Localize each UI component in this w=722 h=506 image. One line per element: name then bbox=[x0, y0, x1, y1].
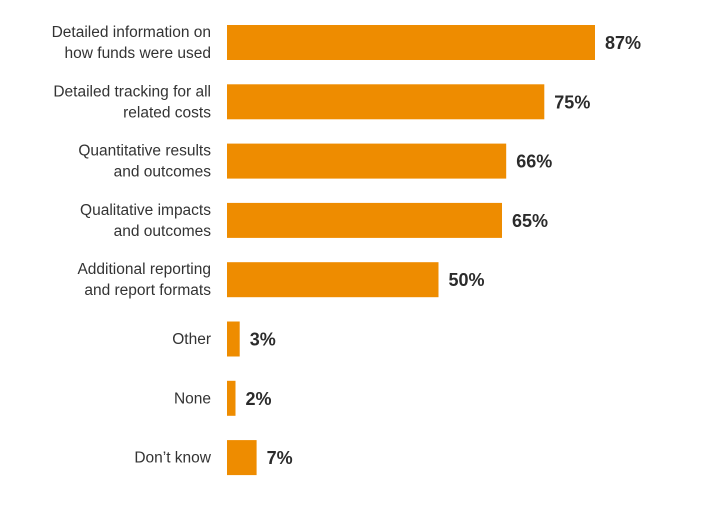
value-label-5: 3% bbox=[250, 330, 276, 350]
bar-6 bbox=[227, 380, 236, 416]
category-label-5: Other bbox=[172, 331, 211, 348]
category-label-line: related costs bbox=[123, 104, 211, 121]
value-label-0: 87% bbox=[605, 33, 641, 53]
category-label-line: Quantitative results bbox=[78, 143, 211, 160]
value-label-2: 66% bbox=[516, 152, 552, 172]
category-label-3: Qualitative impacts and outcomes bbox=[80, 202, 211, 240]
bar-3 bbox=[227, 202, 502, 238]
category-label-line: and outcomes bbox=[114, 164, 212, 181]
bar-7 bbox=[227, 440, 257, 476]
category-label-line: Qualitative impacts bbox=[80, 202, 211, 219]
category-label-line: Other bbox=[172, 331, 211, 348]
category-label-2: Quantitative results and outcomes bbox=[78, 143, 211, 181]
value-label-3: 65% bbox=[512, 211, 548, 231]
bar-0 bbox=[227, 25, 595, 60]
value-label-7: 7% bbox=[267, 448, 293, 468]
value-label-6: 2% bbox=[246, 389, 272, 409]
category-label-7: Don’t know bbox=[134, 450, 211, 467]
category-label-0: Detailed information on how funds were us… bbox=[52, 24, 211, 62]
bar-5 bbox=[227, 321, 240, 357]
value-label-1: 75% bbox=[554, 92, 590, 112]
category-label-6: None bbox=[174, 390, 211, 407]
category-label-line: and outcomes bbox=[114, 223, 212, 240]
category-label-line: None bbox=[174, 390, 211, 407]
category-label-line: Don’t know bbox=[134, 450, 211, 467]
value-label-4: 50% bbox=[449, 270, 485, 290]
bar-4 bbox=[227, 262, 439, 298]
bar-1 bbox=[227, 84, 545, 120]
category-label-line: how funds were used bbox=[65, 45, 211, 62]
category-label-line: Detailed tracking for all bbox=[53, 83, 211, 100]
category-label-line: Detailed information on bbox=[52, 24, 211, 41]
category-label-line: Additional reporting bbox=[77, 261, 211, 278]
category-label-line: and report formats bbox=[84, 282, 211, 299]
category-label-1: Detailed tracking for all related costs bbox=[53, 83, 211, 121]
bar-2 bbox=[227, 143, 507, 179]
category-label-4: Additional reporting and report formats bbox=[77, 261, 211, 299]
